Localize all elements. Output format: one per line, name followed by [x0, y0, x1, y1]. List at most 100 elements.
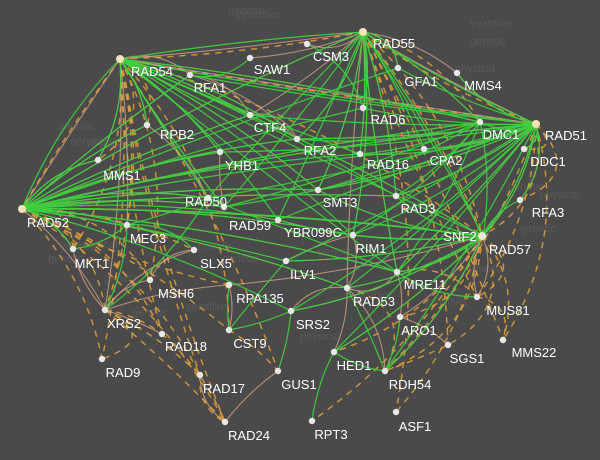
graph-node-rad54[interactable]	[116, 55, 124, 63]
graph-node-smt3[interactable]	[314, 186, 322, 194]
graph-node-ybr099c[interactable]	[274, 216, 282, 224]
graph-node-rad53[interactable]	[343, 284, 351, 292]
graph-node-rad57[interactable]	[479, 232, 487, 240]
node-label-rpa135: RPA135	[236, 291, 283, 306]
physical-edge	[224, 370, 279, 423]
graph-node-mms1[interactable]	[94, 156, 102, 164]
coexpression-edge	[223, 31, 364, 208]
coexpression-edge	[104, 224, 128, 311]
graph-node-cst9[interactable]	[225, 326, 233, 334]
graph-node-gfa1[interactable]	[394, 64, 402, 72]
coexpression-edge	[126, 197, 209, 226]
coexpression-edge	[126, 224, 195, 251]
coexpression-edge	[21, 107, 364, 210]
coexpression-edge	[481, 199, 521, 237]
graph-node-rfa1[interactable]	[186, 71, 194, 79]
graph-node-mms4[interactable]	[453, 69, 461, 77]
genetic-edge	[476, 296, 507, 341]
graph-node-rad50[interactable]	[204, 194, 212, 202]
node-label-rfa1: RFA1	[194, 80, 227, 95]
coexpression-edge	[227, 284, 230, 331]
graph-node-rad16[interactable]	[356, 150, 364, 158]
coexpression-edge	[317, 31, 364, 191]
graph-node-rad24[interactable]	[221, 418, 229, 426]
graph-node-rpt3[interactable]	[308, 417, 316, 425]
graph-node-rdh54[interactable]	[381, 367, 389, 375]
graph-node-csm3[interactable]	[303, 40, 311, 48]
node-label-rad57: RAD57	[489, 242, 531, 257]
node-label-rpb2: RPB2	[160, 127, 194, 142]
graph-node-gus1[interactable]	[274, 367, 282, 375]
graph-node-srs2[interactable]	[287, 307, 295, 315]
graph-node-slx5[interactable]	[190, 246, 198, 254]
genetic-edge	[21, 58, 121, 210]
graph-node-rad52[interactable]	[18, 205, 26, 213]
graph-node-mkt1[interactable]	[69, 245, 77, 253]
graph-node-mec3[interactable]	[123, 221, 131, 229]
coexpression-edge	[317, 123, 537, 191]
graph-node-rfa3[interactable]	[516, 196, 524, 204]
genetic-edge	[101, 58, 125, 360]
graph-node-dmc1[interactable]	[476, 118, 484, 126]
graph-node-rad3[interactable]	[392, 192, 400, 200]
physical-edge	[104, 284, 230, 311]
node-label-yhb1: YHB1	[225, 158, 259, 173]
coexpression-edge	[346, 287, 386, 372]
genetic-edge	[119, 58, 163, 335]
node-label-rad51: RAD51	[545, 128, 587, 143]
node-label-smt3: SMT3	[323, 195, 358, 210]
graph-node-saw1[interactable]	[246, 54, 254, 62]
genetic-edge	[502, 123, 548, 341]
genetic-edge	[399, 235, 483, 318]
node-label-mec3: MEC3	[130, 231, 166, 246]
coexpression-edge	[119, 58, 251, 116]
graph-node-ddc1[interactable]	[520, 145, 528, 153]
graph-node-yhb1[interactable]	[216, 148, 224, 156]
graph-node-ctf4[interactable]	[246, 111, 254, 119]
coexpression-edge	[21, 188, 319, 210]
graph-node-rad6[interactable]	[359, 104, 367, 112]
graph-node-mms22[interactable]	[499, 336, 507, 344]
graph-node-sgs1[interactable]	[444, 341, 452, 349]
graph-node-rad17[interactable]	[196, 371, 204, 379]
node-layer[interactable]	[18, 28, 540, 426]
node-label-mus81: MUS81	[486, 303, 529, 318]
graph-node-hed1[interactable]	[330, 348, 338, 356]
graph-node-rad59[interactable]	[220, 203, 228, 211]
node-label-rad6: RAD6	[371, 112, 406, 127]
graph-node-rad9[interactable]	[98, 355, 106, 363]
coexpression-edge	[21, 208, 348, 289]
graph-node-rfa2[interactable]	[293, 135, 301, 143]
node-label-rad16: RAD16	[367, 157, 409, 172]
graph-node-rim1[interactable]	[349, 231, 357, 239]
genetic-edge	[362, 31, 537, 125]
coexpression-edge	[119, 58, 537, 125]
coexpression-edge	[21, 148, 425, 210]
graph-node-xrs2[interactable]	[101, 306, 109, 314]
coexpression-edge	[333, 351, 386, 372]
coexpression-edge	[384, 235, 483, 372]
graph-node-rpa135[interactable]	[225, 281, 233, 289]
graph-node-msh6[interactable]	[146, 276, 154, 284]
coexpression-edge	[219, 123, 537, 153]
graph-node-ilv1[interactable]	[282, 257, 290, 265]
genetic-edge	[384, 123, 537, 372]
graph-node-aro1[interactable]	[396, 313, 404, 321]
physical-edge	[228, 284, 233, 331]
graph-node-mus81[interactable]	[473, 293, 481, 301]
coexpression-edge	[362, 31, 483, 237]
graph-node-rad55[interactable]	[359, 28, 367, 36]
node-label-rad17: RAD17	[203, 381, 245, 396]
node-label-rad54: RAD54	[131, 64, 173, 79]
graph-node-rad51[interactable]	[532, 120, 540, 128]
graph-node-asf1[interactable]	[392, 408, 400, 416]
graph-node-cpa2[interactable]	[420, 145, 428, 153]
node-label-rad52: RAD52	[27, 215, 69, 230]
coexpression-edge	[285, 123, 537, 262]
graph-node-rad18[interactable]	[158, 330, 166, 338]
graph-node-rpb2[interactable]	[143, 121, 151, 129]
graph-node-mre11[interactable]	[393, 268, 401, 276]
coexpression-edge	[119, 58, 398, 273]
